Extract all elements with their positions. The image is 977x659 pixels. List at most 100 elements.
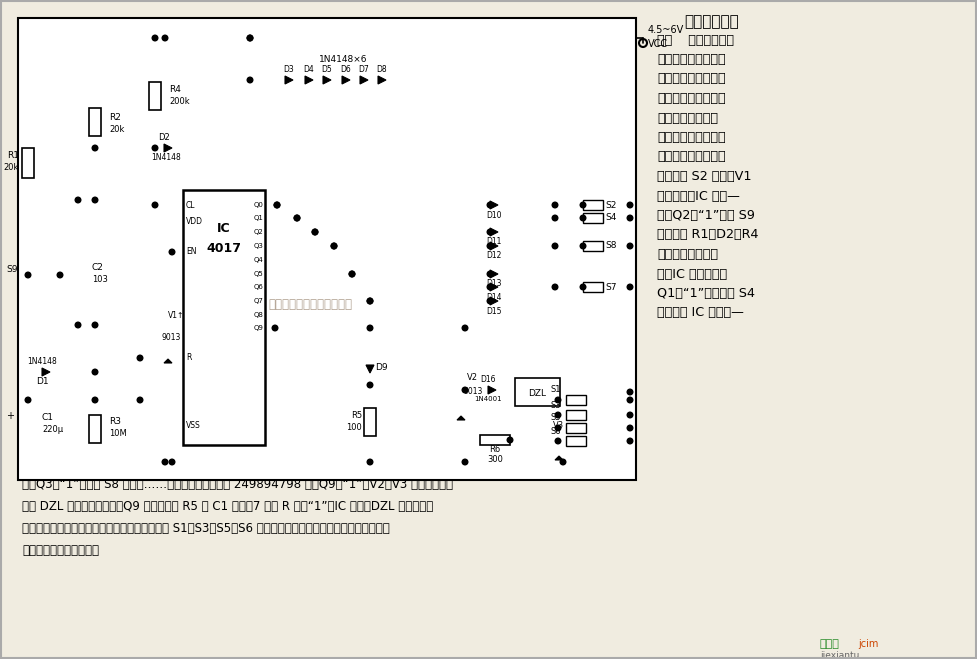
Text: D12: D12 bbox=[487, 252, 501, 260]
Circle shape bbox=[367, 459, 373, 465]
Text: 200k: 200k bbox=[169, 98, 190, 107]
Circle shape bbox=[247, 35, 253, 41]
Text: D1: D1 bbox=[36, 378, 48, 386]
Text: VSS: VSS bbox=[186, 420, 200, 430]
Text: 103: 103 bbox=[92, 275, 107, 285]
Bar bbox=[583, 241, 603, 251]
Circle shape bbox=[627, 412, 633, 418]
Text: Q8: Q8 bbox=[253, 312, 263, 318]
Bar bbox=[583, 200, 603, 210]
Circle shape bbox=[273, 325, 277, 331]
Text: +: + bbox=[6, 411, 14, 421]
Text: DZL: DZL bbox=[528, 389, 546, 397]
Text: 次，Q2＝“1”；按 S9: 次，Q2＝“1”；按 S9 bbox=[657, 209, 755, 222]
Circle shape bbox=[349, 272, 355, 277]
Text: V2: V2 bbox=[467, 372, 478, 382]
Text: 20k: 20k bbox=[109, 125, 124, 134]
Text: 锁，这就极大地提高: 锁，这就极大地提高 bbox=[657, 131, 726, 144]
Text: EN: EN bbox=[186, 248, 196, 256]
Circle shape bbox=[25, 272, 31, 278]
Text: Q9: Q9 bbox=[253, 325, 263, 331]
Text: Q1: Q1 bbox=[253, 215, 263, 221]
Polygon shape bbox=[42, 368, 50, 376]
Polygon shape bbox=[490, 297, 498, 305]
Polygon shape bbox=[490, 228, 498, 236]
Text: 按动九次后方能开: 按动九次后方能开 bbox=[657, 111, 718, 125]
Circle shape bbox=[555, 438, 561, 444]
Text: D7: D7 bbox=[359, 65, 369, 74]
Circle shape bbox=[627, 215, 633, 221]
Bar bbox=[566, 395, 586, 405]
Text: Q7: Q7 bbox=[253, 298, 263, 304]
Circle shape bbox=[137, 355, 143, 360]
Text: R: R bbox=[186, 353, 191, 362]
Circle shape bbox=[627, 397, 633, 403]
Bar bbox=[583, 282, 603, 292]
Circle shape bbox=[92, 369, 98, 375]
Polygon shape bbox=[164, 144, 172, 152]
Text: VDD: VDD bbox=[186, 217, 203, 227]
Text: 时首先按 S2 一次，V1: 时首先按 S2 一次，V1 bbox=[657, 170, 751, 183]
Text: 9013: 9013 bbox=[463, 386, 483, 395]
Text: 20k: 20k bbox=[4, 163, 19, 171]
Circle shape bbox=[169, 249, 175, 255]
Circle shape bbox=[349, 272, 355, 277]
Text: 磁鐵 DZL 吸合，门被打开。Q9 的高电平经 R5 对 C1 充电，7 秒后 R 脚为“1”，IC 清零，DZL 释放，电路: 磁鐵 DZL 吸合，门被打开。Q9 的高电平经 R5 对 C1 充电，7 秒后 … bbox=[22, 500, 433, 513]
Text: 恢复初始守候状态。若不知密码者错按伪键（由 S1、S3、S5、S6 组成）一下，电路就被封锁五分钟。当然，: 恢复初始守候状态。若不知密码者错按伪键（由 S1、S3、S5、S6 组成）一下，… bbox=[22, 523, 390, 536]
Circle shape bbox=[137, 397, 143, 403]
Text: D15: D15 bbox=[487, 306, 502, 316]
Circle shape bbox=[92, 397, 98, 403]
Circle shape bbox=[247, 35, 253, 41]
Polygon shape bbox=[490, 201, 498, 209]
Text: Q6: Q6 bbox=[253, 284, 263, 290]
Text: 1N4148: 1N4148 bbox=[27, 357, 57, 366]
Text: Q2: Q2 bbox=[253, 229, 263, 235]
Text: 密码也可自己任意安排。: 密码也可自己任意安排。 bbox=[22, 544, 99, 558]
Text: 的分压情况变化一: 的分压情况变化一 bbox=[657, 248, 718, 261]
Polygon shape bbox=[164, 359, 172, 363]
Text: R6: R6 bbox=[489, 445, 500, 455]
Polygon shape bbox=[342, 76, 350, 84]
Text: 4.5~6V: 4.5~6V bbox=[648, 25, 684, 35]
Text: D14: D14 bbox=[487, 293, 502, 302]
Text: 杭州将富科技股份有限公司: 杭州将富科技股份有限公司 bbox=[268, 299, 352, 312]
Circle shape bbox=[627, 438, 633, 444]
Text: 100: 100 bbox=[346, 422, 362, 432]
Text: R3: R3 bbox=[109, 418, 121, 426]
Text: 码键需按照特定程序: 码键需按照特定程序 bbox=[657, 92, 726, 105]
Bar bbox=[89, 415, 101, 443]
Circle shape bbox=[92, 322, 98, 328]
Polygon shape bbox=[490, 283, 498, 291]
Text: R1: R1 bbox=[7, 150, 19, 159]
Circle shape bbox=[247, 77, 253, 83]
Circle shape bbox=[627, 389, 633, 395]
Text: 了开锁的难度。开锁: 了开锁的难度。开锁 bbox=[657, 150, 726, 163]
Polygon shape bbox=[360, 76, 368, 84]
Text: 220μ: 220μ bbox=[42, 426, 64, 434]
Text: CL: CL bbox=[186, 200, 195, 210]
Text: Q1＝“1”；然后按 S4: Q1＝“1”；然后按 S4 bbox=[657, 287, 755, 300]
Bar bbox=[183, 190, 265, 445]
Text: V3: V3 bbox=[553, 420, 564, 430]
Polygon shape bbox=[366, 365, 374, 373]
Circle shape bbox=[627, 202, 633, 208]
Circle shape bbox=[552, 215, 558, 221]
Circle shape bbox=[152, 145, 158, 151]
Bar bbox=[22, 148, 34, 178]
Circle shape bbox=[555, 412, 561, 418]
Circle shape bbox=[294, 215, 300, 221]
Circle shape bbox=[552, 243, 558, 249]
Text: C2: C2 bbox=[92, 264, 104, 273]
Circle shape bbox=[627, 425, 633, 431]
Circle shape bbox=[92, 145, 98, 151]
Circle shape bbox=[580, 243, 586, 249]
Text: 一次，使 IC 又计数—: 一次，使 IC 又计数— bbox=[657, 306, 743, 320]
Circle shape bbox=[331, 243, 337, 249]
Text: 300: 300 bbox=[488, 455, 503, 465]
Text: D10: D10 bbox=[487, 210, 502, 219]
Bar bbox=[583, 213, 603, 223]
Text: IC: IC bbox=[217, 221, 231, 235]
Text: V1↑: V1↑ bbox=[168, 310, 185, 320]
Text: 导通一次，IC 计数—: 导通一次，IC 计数— bbox=[657, 190, 740, 202]
Circle shape bbox=[313, 229, 318, 235]
